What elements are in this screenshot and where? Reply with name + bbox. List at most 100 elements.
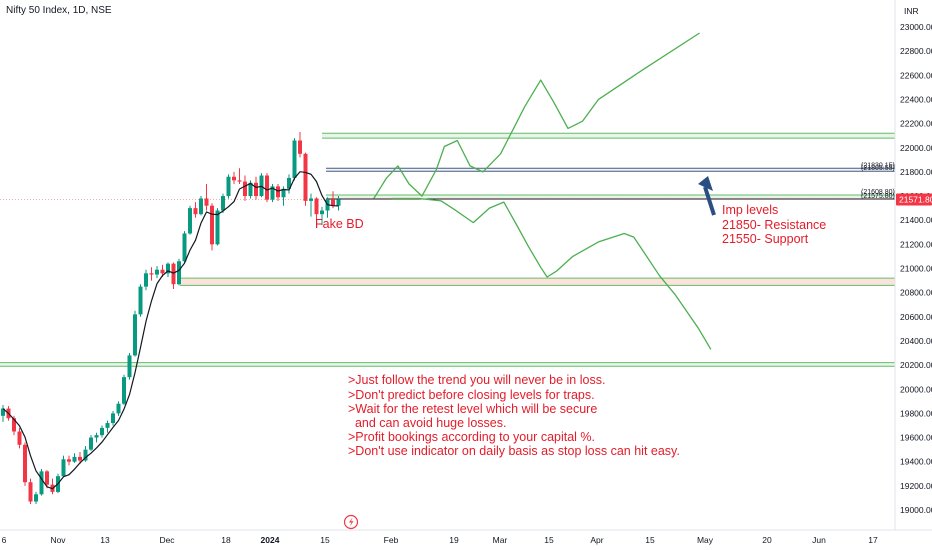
time-tick-label: 15 (645, 535, 655, 545)
projection-drawings[interactable] (373, 32, 712, 350)
note-line-5: >Profit bookings according to your capit… (348, 430, 595, 444)
chart-title: Nifty 50 Index, 1D, NSE (6, 5, 112, 16)
candle-body (160, 269, 165, 274)
candle-body (232, 176, 236, 181)
candle-body (127, 355, 132, 378)
candle-body (204, 198, 209, 206)
candle-body (248, 182, 253, 197)
candle-body (193, 208, 198, 215)
candle-body (237, 180, 242, 182)
time-tick-label: 15 (320, 535, 330, 545)
candle-body (72, 456, 77, 462)
note-line-2: >Don't predict before closing levels for… (348, 388, 595, 402)
candle-body (171, 263, 176, 285)
time-tick-label: 20 (762, 535, 772, 545)
candle-body (94, 435, 99, 438)
time-tick-label: Dec (159, 535, 175, 545)
price-tick-label: 21000.00 (900, 264, 932, 274)
time-tick-label: 19 (449, 535, 459, 545)
candle-body (144, 273, 148, 287)
price-tick-label: 21400.00 (900, 215, 932, 225)
candle-body (61, 459, 66, 477)
candle-body (287, 177, 291, 189)
candle-body (292, 140, 297, 178)
candle-body (276, 186, 280, 198)
time-tick-label: 18 (221, 535, 231, 545)
candle-body (155, 269, 159, 275)
note-line-6: >Don't use indicator on daily basis as s… (348, 444, 680, 458)
level-zone (326, 168, 895, 172)
level-zone (326, 194, 895, 199)
time-tick-label: Mar (493, 535, 508, 545)
candle-body (111, 413, 115, 424)
imp-levels-note: Imp levels 21850- Resistance 21550- Supp… (722, 203, 826, 246)
horizontal-levels[interactable]: (21830.15)(21805.55) (21608.80)(21575.80) (0, 132, 895, 367)
candle-body (138, 286, 143, 315)
candle-body (303, 153, 308, 201)
level-value-tag: (21608.80) (861, 189, 895, 196)
candle-body (259, 175, 264, 197)
price-tick-label: 20200.00 (900, 360, 932, 370)
candle-body (309, 198, 313, 201)
price-axis[interactable] (895, 0, 932, 530)
price-tick-label: 20800.00 (900, 288, 932, 298)
price-tick-label: 19600.00 (900, 433, 932, 443)
last-price-badge: 21571.80 (896, 193, 932, 206)
last-price-badge-bg (896, 193, 932, 206)
candle-body (28, 482, 33, 502)
candle-body (270, 186, 275, 200)
candle-body (23, 444, 27, 483)
candle-body (39, 471, 44, 495)
chart-logo[interactable] (343, 514, 359, 530)
ma-line (2, 171, 339, 490)
candle-body (17, 431, 22, 445)
level-value-tag: (21830.15) (861, 162, 895, 169)
candle-body (265, 175, 269, 200)
arrow-drawing[interactable] (698, 176, 716, 216)
time-tick-label: 2024 (261, 535, 280, 545)
bearish-projection-path[interactable] (391, 197, 712, 350)
plot-area (0, 0, 895, 530)
price-tick-label: 19800.00 (900, 408, 932, 418)
arrow-shaft (703, 186, 716, 216)
candle-body (298, 140, 302, 154)
candle-body (243, 181, 247, 197)
candle-body (331, 199, 335, 206)
candle-body (149, 273, 154, 275)
time-tick-label: Nov (50, 535, 66, 545)
price-tick-label: 22000.00 (900, 143, 932, 153)
level-value-tag: (21575.80) (861, 193, 895, 200)
candle-body (314, 198, 319, 215)
candle-body (122, 377, 126, 404)
candle-body (336, 199, 341, 206)
moving-average-line (2, 171, 339, 490)
time-axis-ticks[interactable]: 6 Nov 13 Dec 18 2024 15 Feb 19 Mar 15 Apr 15 May 20 Jun… (2, 535, 878, 545)
candle-body (133, 314, 137, 356)
time-tick-label: Jun (812, 535, 826, 545)
candle-body (116, 403, 121, 414)
candle-body (83, 449, 88, 461)
time-tick-label: 13 (100, 535, 110, 545)
note-line-1: >Just follow the trend you will never be… (348, 373, 605, 387)
candle-body (166, 263, 170, 274)
time-tick-label: Feb (384, 535, 399, 545)
price-tick-label: 19200.00 (900, 481, 932, 491)
trading-notes: >Just follow the trend you will never be… (348, 373, 680, 458)
currency-label: INR (904, 6, 919, 16)
candle-body (221, 196, 225, 211)
price-tick-label: 20400.00 (900, 336, 932, 346)
bullish-projection-path[interactable] (373, 32, 700, 199)
candle-body (188, 208, 192, 234)
level-value-tag: (21805.55) (861, 165, 895, 172)
note-line-4: and can avoid huge losses. (348, 416, 506, 430)
time-tick-label: May (697, 535, 714, 545)
candle-body (281, 188, 286, 198)
logo-circle-icon (343, 514, 359, 530)
logo-bolt-icon (349, 517, 354, 527)
candle-body (105, 423, 110, 428)
candle-body (177, 261, 181, 285)
last-price-value: 21571.80 (899, 194, 932, 204)
candle-body (12, 418, 16, 432)
candle-body (67, 459, 71, 462)
